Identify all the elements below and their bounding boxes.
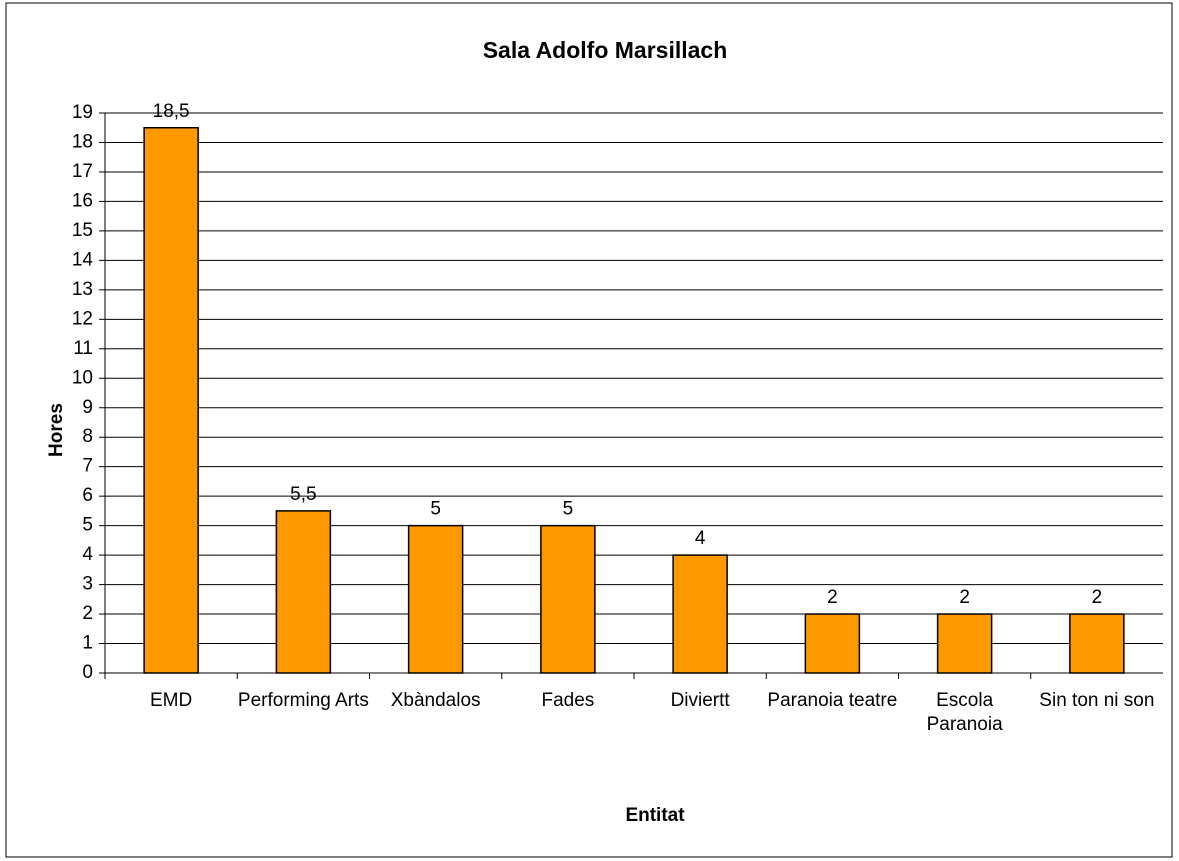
bar: [672, 554, 728, 674]
value-label: 5: [563, 499, 574, 520]
bar: [540, 524, 596, 674]
bar: [407, 524, 464, 674]
x-tick-label: Xbàndalos: [390, 690, 481, 711]
y-tick-label: 12: [72, 308, 93, 329]
value-label: 18,5: [153, 101, 190, 122]
y-tick-label: 7: [82, 456, 93, 477]
x-tick-label: Escola Paranoia: [926, 690, 1003, 735]
value-label: 4: [695, 528, 706, 549]
value-label: 5: [430, 499, 441, 520]
y-tick-label: 19: [72, 102, 93, 123]
x-tick-label: Fades: [541, 690, 595, 711]
y-tick-label: 18: [72, 131, 93, 152]
y-axis-label: Hores: [46, 403, 67, 457]
y-tick-label: 2: [82, 603, 93, 624]
y-tick-label: 11: [73, 338, 93, 359]
chart-title: Sala Adolfo Marsillach: [483, 37, 728, 63]
y-tick-label: 5: [82, 515, 93, 536]
value-label: 5,5: [290, 484, 316, 505]
x-axis-label: Entitat: [625, 805, 685, 826]
y-tick-label: 1: [82, 633, 93, 654]
x-tick-label: Performing Arts: [237, 690, 369, 711]
y-tick-label: 13: [72, 279, 93, 300]
bar: [275, 510, 332, 674]
y-tick-label: 8: [82, 426, 93, 447]
y-tick-label: 14: [72, 249, 94, 270]
value-label: 2: [1092, 587, 1103, 608]
y-tick-label: 4: [82, 544, 93, 565]
x-tick-label: EMD: [150, 690, 193, 711]
bar: [143, 126, 199, 674]
y-tick-label: 15: [72, 220, 93, 241]
bar: [1069, 613, 1125, 674]
y-tick-label: 0: [82, 662, 93, 683]
y-tick-label: 3: [82, 574, 93, 595]
bar: [804, 613, 861, 674]
chart-frame: [5, 2, 1173, 858]
y-tick-label: 10: [72, 367, 93, 388]
x-tick-label: Paranoia teatre: [767, 690, 898, 711]
bar: [936, 613, 993, 674]
y-tick-label: 17: [72, 161, 93, 182]
y-tick-label: 16: [72, 190, 93, 211]
y-tick-label: 9: [82, 397, 93, 418]
value-label: 2: [959, 587, 970, 608]
x-tick-label: Diviertt: [670, 690, 730, 711]
x-tick-label: Sin ton ni son: [1039, 690, 1155, 711]
y-tick-label: 6: [82, 485, 93, 506]
value-label: 2: [827, 587, 838, 608]
